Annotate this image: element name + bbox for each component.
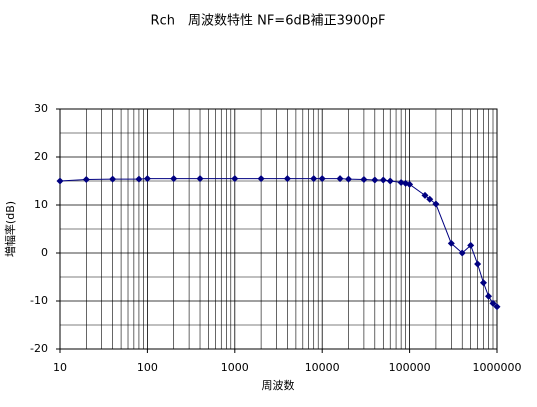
plot-border [59,108,498,350]
data-point [421,191,429,199]
data-point [447,239,455,247]
data-point [283,175,291,183]
data-point [310,175,318,183]
x-tick-label: 100000 [389,361,431,374]
x-tick-label: 1000000 [473,361,522,374]
data-point [109,175,117,183]
x-tick-label: 10 [53,361,67,374]
data-point [345,175,353,183]
data-point [360,176,368,184]
data-point [474,260,482,268]
data-point [371,176,379,184]
data-point [493,303,501,311]
x-axis-label: 周波数 [262,379,295,392]
y-tick-label: 0 [41,246,48,259]
chart-title: Rch 周波数特性 NF=6dB補正3900pF [151,14,386,29]
y-tick-label: 20 [34,150,48,163]
x-tick-label: 100 [137,361,158,374]
y-tick-label: 30 [34,102,48,115]
x-tick-label: 10000 [305,361,340,374]
data-point [257,175,265,183]
data-point [386,177,394,185]
y-tick-label: -10 [30,294,48,307]
data-point [406,180,414,188]
data-point [426,195,434,203]
data-point [170,175,178,183]
data-point [82,176,90,184]
data-point [397,178,405,186]
y-axis-label: 増幅率(dB) [3,201,17,257]
data-point [479,279,487,287]
data-point [458,249,466,257]
data-point [196,175,204,183]
y-tick-label: 10 [34,198,48,211]
data-point [467,241,475,249]
data-point [489,299,497,307]
data-point [379,176,387,184]
y-tick-label: -20 [30,342,48,355]
data-point [432,200,440,208]
data-point [231,175,239,183]
data-point [318,175,326,183]
x-tick-label: 1000 [221,361,249,374]
data-point [135,175,143,183]
data-point [485,292,493,300]
data-point [336,175,344,183]
data-point [56,177,64,185]
data-point [143,175,151,183]
